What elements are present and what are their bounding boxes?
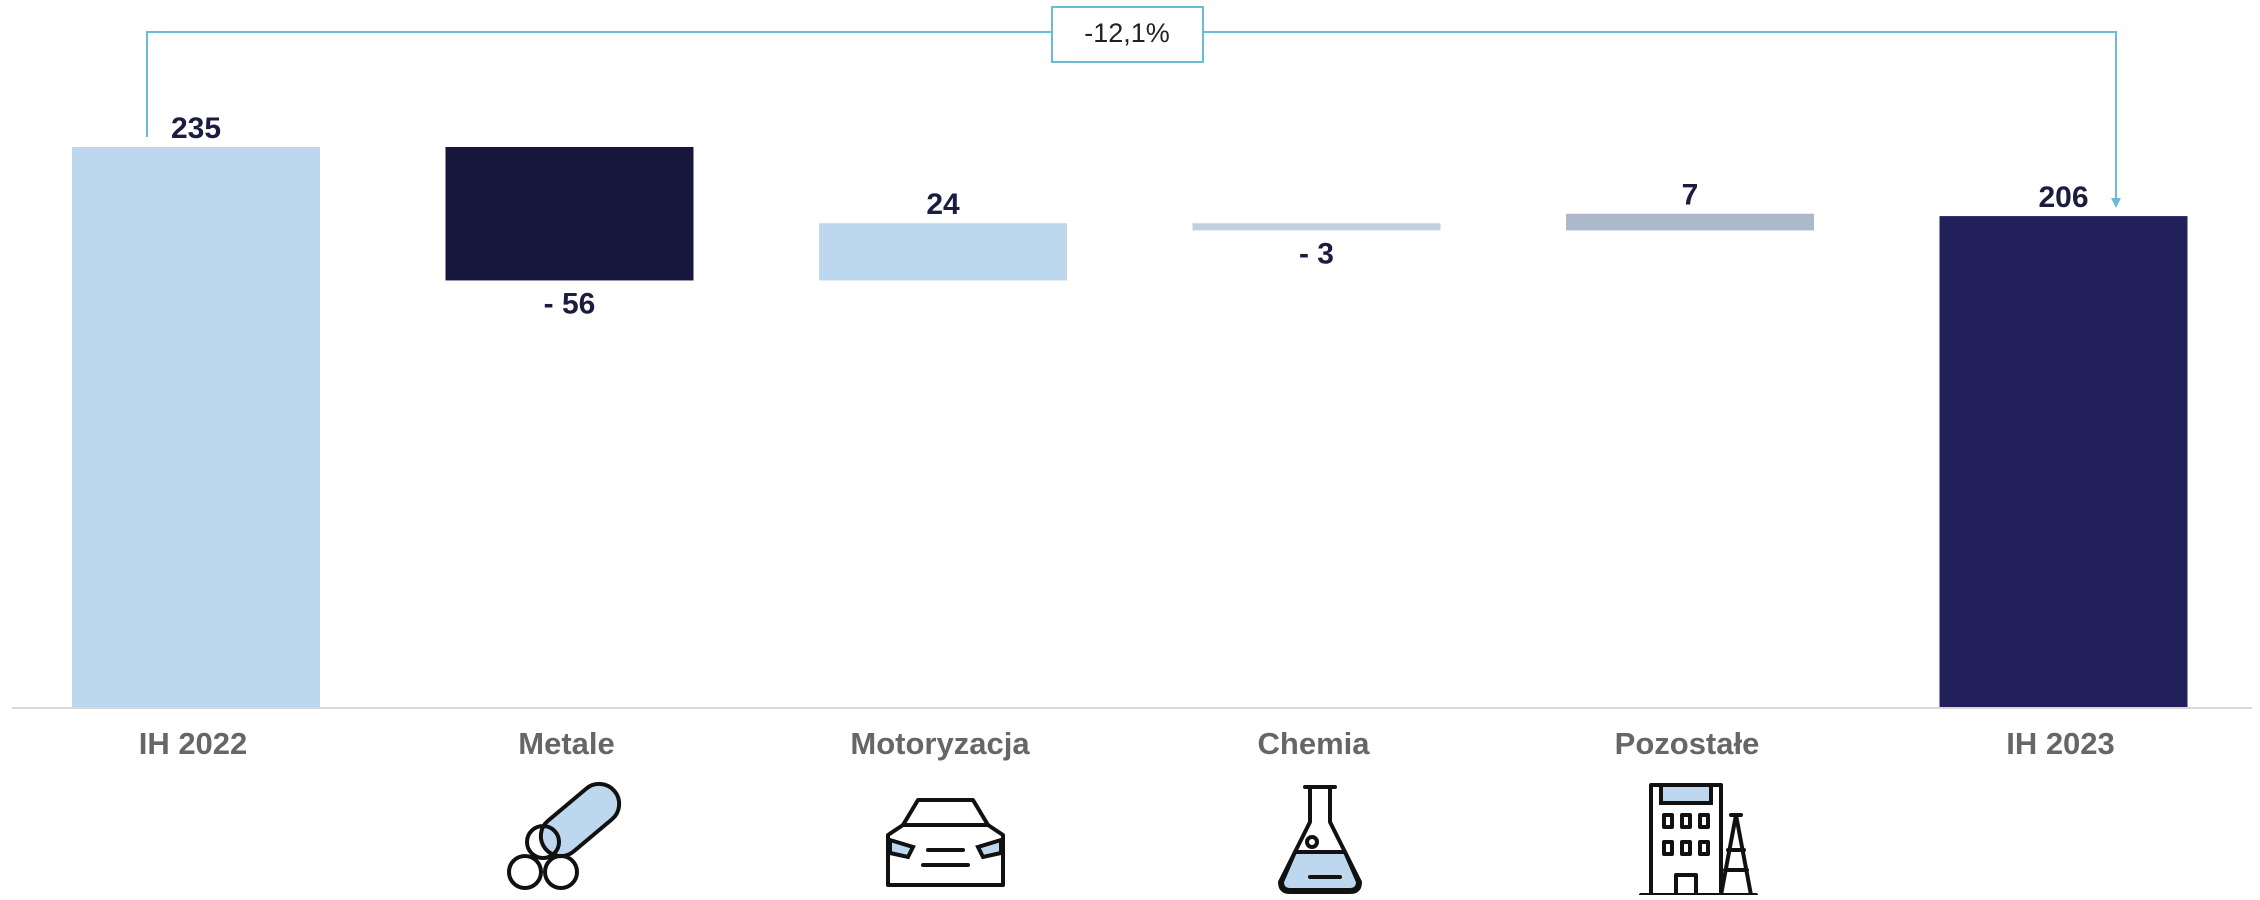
icon-car [886,798,1005,887]
x-tick-label: IH 2023 [2006,726,2115,761]
x-tick-label: Motoryzacja [850,726,1030,761]
icon-building [1639,783,1758,897]
icon-flask [1278,785,1362,894]
value-label: 7 [1682,179,1699,212]
bar [1939,216,2188,707]
x-tick-label: IH 2022 [139,726,248,761]
icon-pipes [507,781,622,890]
bar [1566,213,1814,231]
value-label: 235 [171,112,221,145]
value-label: 206 [2038,181,2088,214]
bar [819,223,1067,281]
bar [445,147,694,281]
x-tick-label: Chemia [1258,726,1371,761]
annotation: -12,1% [1084,18,1170,48]
bar [72,147,320,707]
x-tick-label: Metale [518,726,614,761]
annotation-box [1051,6,1204,63]
value-label: - 56 [544,287,596,320]
value-label: 24 [926,188,960,221]
value-label: - 3 [1299,237,1334,270]
bar [1192,223,1441,231]
x-tick-label: Pozostałe [1615,726,1760,761]
